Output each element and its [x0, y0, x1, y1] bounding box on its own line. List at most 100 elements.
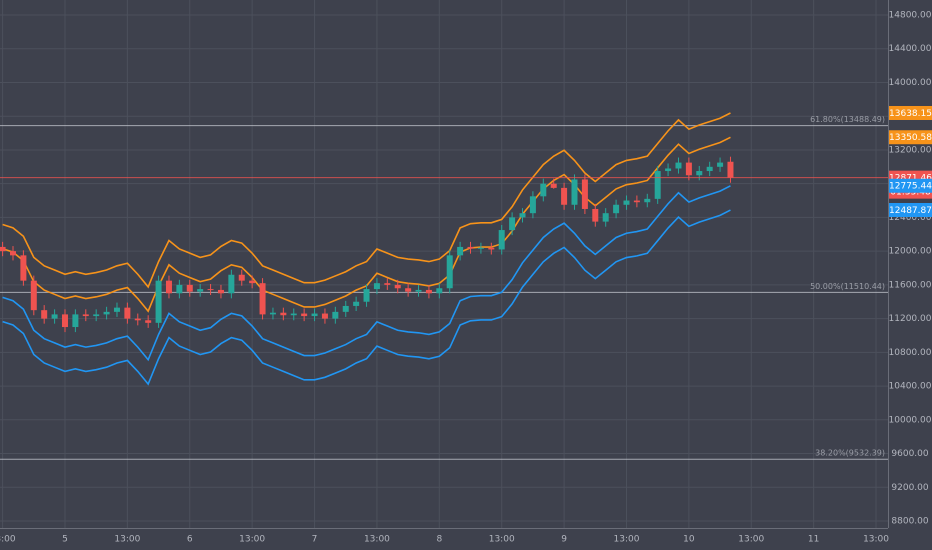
- candle-body: [457, 246, 464, 256]
- candle-body: [675, 162, 682, 169]
- price-tag-label: 13638.15: [889, 109, 932, 119]
- candle-body: [186, 284, 193, 292]
- candle-body: [706, 166, 713, 172]
- candle-body: [425, 289, 432, 294]
- candle-body: [155, 280, 162, 323]
- candle-body: [519, 213, 526, 218]
- candle-body: [217, 289, 224, 294]
- candle-body: [405, 288, 412, 292]
- candle-body: [353, 301, 360, 306]
- fib-label: 61.80%(13488.49): [810, 115, 885, 124]
- candle-body: [498, 230, 505, 250]
- fib-label: 38.20%(9532.39): [815, 449, 885, 458]
- y-tick-label: 10400.00: [889, 382, 932, 392]
- candle-body: [602, 213, 609, 222]
- candle-body: [9, 251, 16, 256]
- candle-body: [238, 274, 245, 281]
- candle-body: [332, 311, 339, 319]
- candle-body: [145, 320, 152, 323]
- candle-body: [72, 314, 79, 328]
- candle-body: [280, 312, 287, 316]
- x-tick-label: 10: [683, 535, 695, 545]
- candle-body: [696, 171, 703, 176]
- x-tick-label: 13:00: [738, 535, 764, 545]
- y-tick-label: 11600.00: [889, 280, 932, 290]
- candle-body: [165, 280, 172, 294]
- y-tick-label: 12000.00: [889, 247, 932, 257]
- candle-body: [228, 274, 235, 294]
- candle-body: [384, 283, 391, 285]
- candle-body: [134, 318, 141, 321]
- candle-body: [592, 208, 599, 222]
- band-line: [2, 209, 731, 386]
- candle-body: [103, 311, 110, 315]
- band-line: [2, 112, 731, 289]
- candle-body: [197, 289, 204, 292]
- x-tick-label: 7: [312, 535, 318, 545]
- grid: [0, 0, 888, 528]
- candle-body: [581, 179, 588, 209]
- candle-body: [415, 289, 422, 292]
- y-tick-label: 9200.00: [891, 483, 928, 493]
- price-tag: [889, 105, 932, 120]
- candle-body: [176, 284, 183, 294]
- candle-body: [82, 314, 89, 317]
- candle-body: [51, 314, 58, 319]
- x-tick-label: 13:00: [0, 535, 16, 545]
- x-tick-label: 13:00: [489, 535, 515, 545]
- candle-body: [321, 313, 328, 319]
- candle-body: [124, 307, 131, 319]
- candle-body: [717, 162, 724, 167]
- x-tick-label: 5: [62, 535, 68, 545]
- x-tick-label: 6: [187, 535, 193, 545]
- candle-body: [259, 283, 266, 315]
- candle-body: [633, 200, 640, 203]
- candle-body: [290, 313, 297, 316]
- price-tag-label: 12775.44: [889, 182, 932, 192]
- candle-body: [446, 255, 453, 289]
- candle-body: [20, 255, 27, 281]
- y-tick-label: 10000.00: [889, 415, 932, 425]
- candle-body: [623, 200, 630, 205]
- price-tag: [889, 130, 932, 145]
- candle-body: [249, 280, 256, 284]
- y-tick-label: 9600.00: [891, 449, 928, 459]
- x-tick-label: 11: [808, 535, 819, 545]
- price-tag-label: 12871.46: [889, 174, 932, 184]
- candle-body: [394, 284, 401, 289]
- y-tick-label: 12400.00: [889, 213, 932, 223]
- x-tick-label: 8: [436, 535, 442, 545]
- candle-body: [93, 314, 100, 317]
- plot-area: 61.80%(13488.49) 50.00%(11510.44) 38.20%(9…: [0, 112, 888, 460]
- candle-body: [727, 161, 734, 178]
- candle-body: [540, 183, 547, 197]
- candle-body: [613, 204, 620, 214]
- candle-body: [685, 162, 692, 176]
- price-tag: [889, 178, 932, 193]
- candle-body: [269, 312, 276, 315]
- y-tick-label: 14000.00: [889, 78, 932, 88]
- candle-body: [467, 246, 474, 249]
- candle-body: [30, 280, 37, 311]
- candle-body: [41, 310, 48, 319]
- candle-body: [477, 247, 484, 249]
- candle-body: [509, 217, 516, 231]
- x-tick-label: 13:00: [364, 535, 390, 545]
- price-tag-label: 13350.58: [889, 133, 932, 143]
- y-tick-label: 8800.00: [891, 517, 928, 527]
- candle-body: [561, 187, 568, 205]
- candle-body: [311, 313, 318, 317]
- axes: 8800.00 9200.00 9600.00 10000.00 10400.00 10 8…: [0, 11, 932, 545]
- candle-body: [488, 247, 495, 250]
- candle-body: [113, 307, 120, 312]
- candle-body: [571, 179, 578, 205]
- candle-body: [654, 171, 661, 199]
- x-tick-label: 13:00: [239, 535, 265, 545]
- x-tick-label: 9: [561, 535, 567, 545]
- y-tick-label: 11200.00: [889, 314, 932, 324]
- x-tick-label: 13:00: [614, 535, 640, 545]
- band-line: [2, 185, 731, 362]
- candle-body: [436, 288, 443, 294]
